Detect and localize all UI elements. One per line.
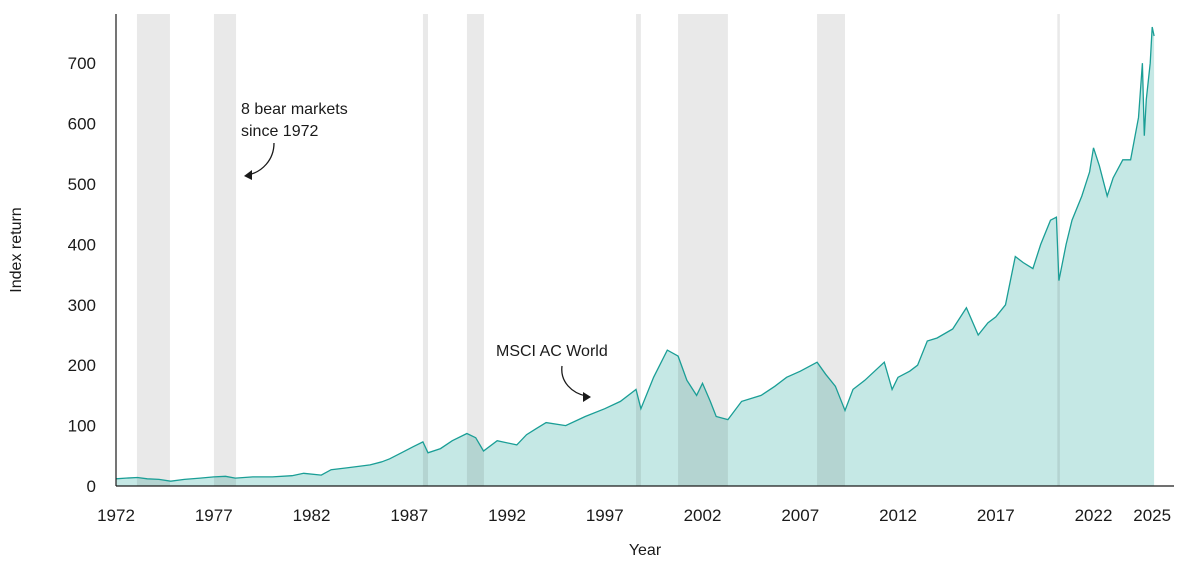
bear-markets-annotation-line1: 8 bear markets	[241, 101, 348, 118]
bear-markets-arrowhead-icon	[244, 170, 252, 180]
y-tick-label: 400	[68, 235, 96, 254]
x-tick-label: 1992	[488, 506, 526, 525]
bear-market-band-7	[817, 14, 846, 486]
x-tick-label: 2017	[977, 506, 1015, 525]
y-tick-label: 100	[68, 417, 96, 436]
y-tick-label: 0	[87, 477, 96, 496]
x-tick-label: 1977	[195, 506, 233, 525]
x-tick-label: 1972	[97, 506, 135, 525]
y-axis-label: Index return	[8, 207, 25, 292]
bear-markets-annotation-line2: since 1972	[241, 123, 318, 140]
x-tick-label: 1982	[293, 506, 331, 525]
series-arrowhead-icon	[583, 392, 591, 402]
series-line	[115, 26, 1155, 482]
bear-market-band-3	[422, 14, 429, 486]
x-tick-label: 2012	[879, 506, 917, 525]
y-tick-label: 300	[68, 296, 96, 315]
bear-market-band-5	[636, 14, 641, 486]
bear-market-band-4	[466, 14, 484, 486]
bear-market-band-8	[1057, 14, 1060, 486]
bear-market-band-2	[213, 14, 237, 486]
x-axis-label: Year	[629, 542, 662, 559]
x-tick-label: 2007	[781, 506, 819, 525]
series-area	[116, 27, 1155, 486]
y-tick-label: 200	[68, 356, 96, 375]
y-tick-labels: 0 100 200 300 400 500 600 700	[68, 54, 96, 496]
x-tick-labels: 1972 1977 1982 1987 1992 1997 2002 2007 2012 2017…	[97, 506, 1171, 525]
x-tick-label: 2002	[684, 506, 722, 525]
series-annotation-label: MSCI AC World	[496, 343, 608, 360]
y-tick-label: 600	[68, 115, 96, 134]
y-tick-label: 500	[68, 175, 96, 194]
y-tick-label: 700	[68, 54, 96, 73]
bear-market-bands-overlay	[136, 14, 1060, 486]
x-tick-label: 1987	[390, 506, 428, 525]
series-arrow	[561, 365, 587, 397]
bear-market-band-1	[136, 14, 170, 486]
x-tick-label: 2025	[1133, 506, 1171, 525]
x-tick-label: 2022	[1075, 506, 1113, 525]
bear-market-band-6	[678, 14, 728, 486]
x-tick-label: 1997	[586, 506, 624, 525]
